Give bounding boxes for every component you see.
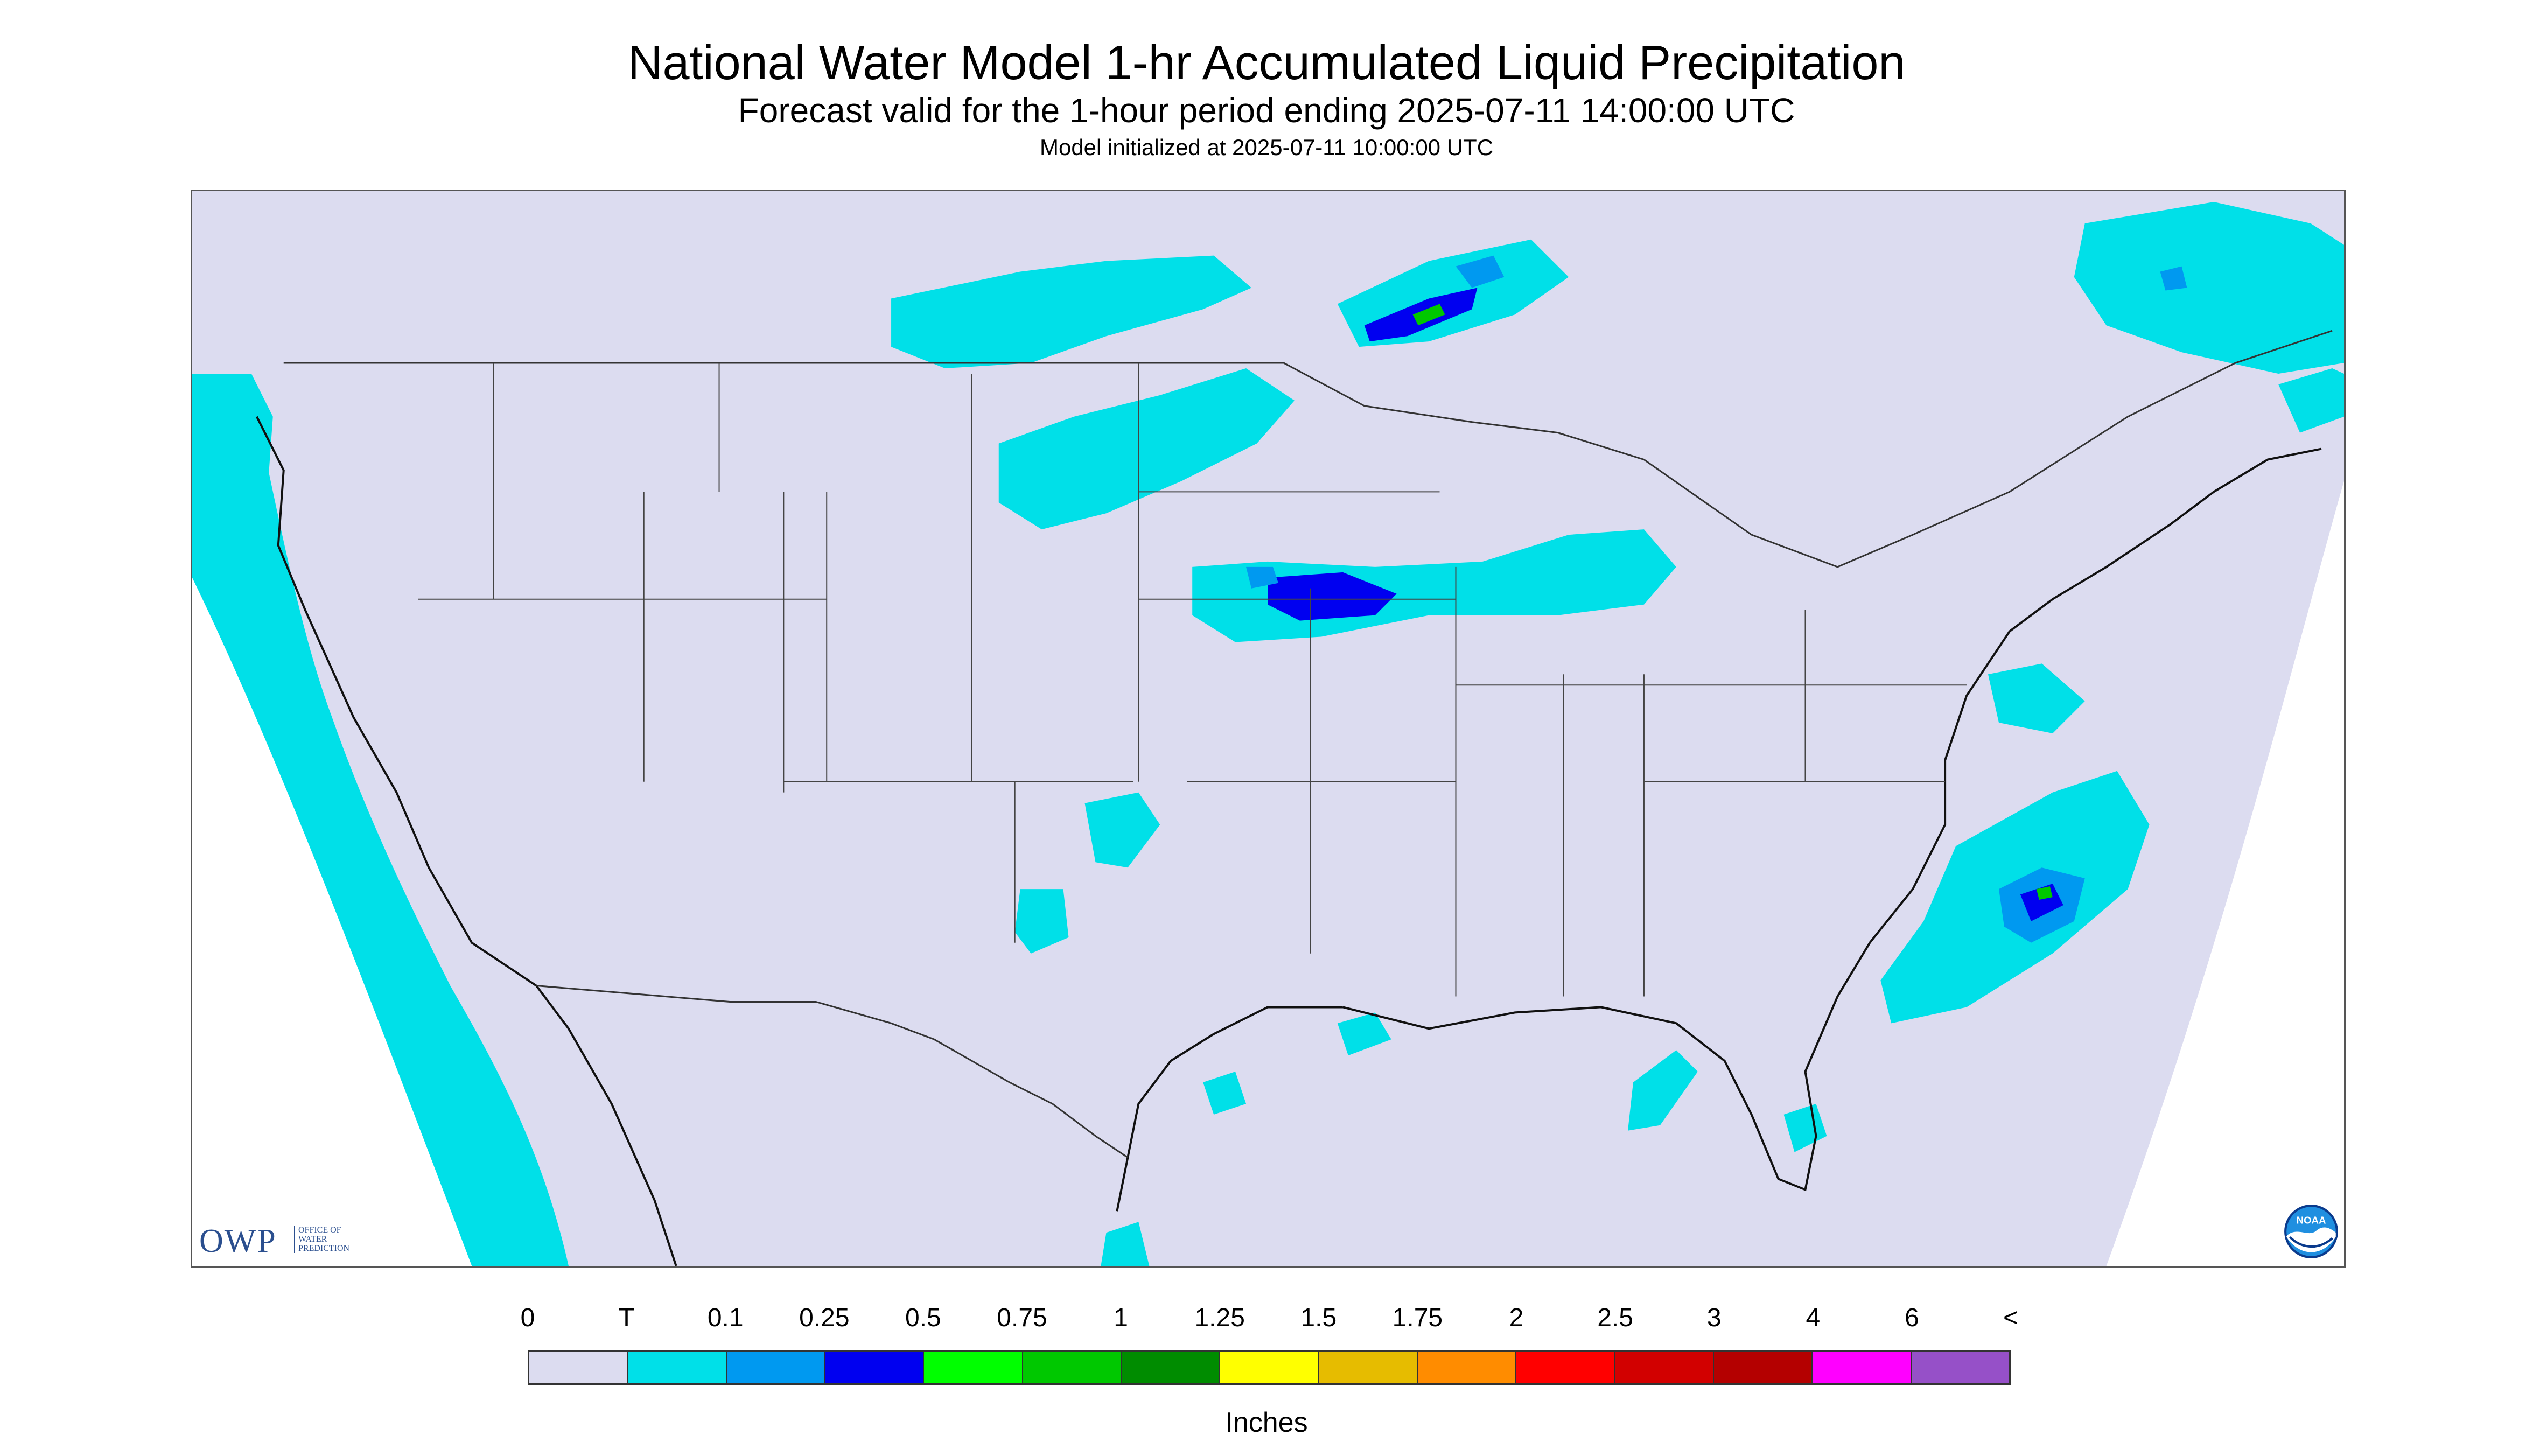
precip-montana — [891, 255, 1252, 369]
precip-gulf-central — [1627, 1050, 1698, 1131]
legend-label: 0.5 — [905, 1304, 941, 1332]
legend-swatch-0 — [529, 1352, 628, 1383]
map-subtitle: Forecast valid for the 1-hour period end… — [738, 91, 1795, 130]
legend-label: 0.75 — [997, 1304, 1047, 1332]
model-init-time: Model initialized at 2025-07-11 10:00:00… — [1039, 135, 1494, 160]
precip-pacific-nw — [192, 373, 284, 567]
precipitation-map — [191, 190, 2346, 1268]
precip-nm — [1014, 889, 1069, 954]
legend-swatch-8 — [1319, 1352, 1418, 1383]
legend-swatch-5 — [1023, 1352, 1122, 1383]
model-domain — [192, 191, 2344, 1266]
precip-texas-coast — [1203, 1072, 1247, 1115]
legend-label: 4 — [1806, 1304, 1821, 1332]
noaa-logo: NOAA — [2284, 1205, 2338, 1258]
legend-swatch-9 — [1417, 1352, 1517, 1383]
owp-logo-subtext: OFFICE OF WATER PREDICTION — [294, 1226, 349, 1253]
us-mexico-border — [536, 985, 1129, 1158]
legend-label: 0 — [520, 1304, 535, 1332]
legend-unit: Inches — [1225, 1407, 1308, 1438]
legend-label: 1.75 — [1392, 1304, 1443, 1332]
legend-label: 1 — [1114, 1304, 1128, 1332]
map-title: National Water Model 1-hr Accumulated Li… — [627, 36, 1906, 90]
legend-swatch-7 — [1220, 1352, 1319, 1383]
legend-swatch-14 — [1911, 1352, 2009, 1383]
legend-label: 1.5 — [1300, 1304, 1337, 1332]
legend-label: 2.5 — [1597, 1304, 1633, 1332]
precip-south-texas — [1101, 1222, 1150, 1266]
precip-ontario-core2 — [1456, 255, 1505, 288]
precip-ontario-green — [1412, 304, 1445, 326]
legend-label: 0.1 — [707, 1304, 744, 1332]
legend-swatch-6 — [1121, 1352, 1221, 1383]
legend-label: 1.25 — [1194, 1304, 1245, 1332]
legend-swatch-11 — [1615, 1352, 1714, 1383]
legend-swatch-3 — [825, 1352, 925, 1383]
legend-label: 6 — [1905, 1304, 1919, 1332]
precip-midatlantic — [1988, 663, 2085, 733]
precip-maine — [2278, 368, 2344, 433]
map-canvas — [192, 191, 2344, 1266]
precip-midwest-lb — [1246, 566, 1278, 589]
precip-midwest-core — [1268, 572, 1397, 621]
legend-swatch-13 — [1813, 1352, 1912, 1383]
precip-dakotas — [998, 368, 1295, 530]
legend-swatch-12 — [1713, 1352, 1813, 1383]
legend-swatch-2 — [726, 1352, 825, 1383]
legend-swatch-4 — [924, 1352, 1023, 1383]
legend-swatch-10 — [1516, 1352, 1615, 1383]
legend-label: < — [2003, 1304, 2019, 1332]
legend-labels: 0 T 0.1 0.25 0.5 0.75 1 1.25 1.5 1.75 2 2.5 3 4 6 < — [506, 1303, 2068, 1335]
state-borders — [418, 363, 1967, 997]
precip-carolina-green — [2036, 886, 2053, 900]
legend-colorbar — [528, 1350, 2011, 1385]
precip-oklahoma — [1084, 792, 1160, 868]
precip-gulf-la — [1337, 1012, 1391, 1056]
precip-quebec-dot — [2160, 266, 2187, 291]
owp-logo-text: OWP — [199, 1223, 277, 1259]
legend-label: T — [618, 1304, 635, 1332]
legend-label: 2 — [1509, 1304, 1524, 1332]
legend-label: 3 — [1706, 1304, 1722, 1332]
owp-logo: OWP OFFICE OF WATER PREDICTION — [199, 1222, 377, 1260]
noaa-logo-text: NOAA — [2296, 1214, 2326, 1226]
us-canada-border — [283, 330, 2333, 568]
legend-label: 0.25 — [799, 1304, 850, 1332]
us-coastline — [256, 416, 2322, 1266]
precip-carolina-blue — [2020, 884, 2063, 921]
precip-quebec — [2074, 201, 2344, 374]
legend-swatch-1 — [628, 1352, 727, 1383]
precip-pacific — [192, 384, 569, 1266]
